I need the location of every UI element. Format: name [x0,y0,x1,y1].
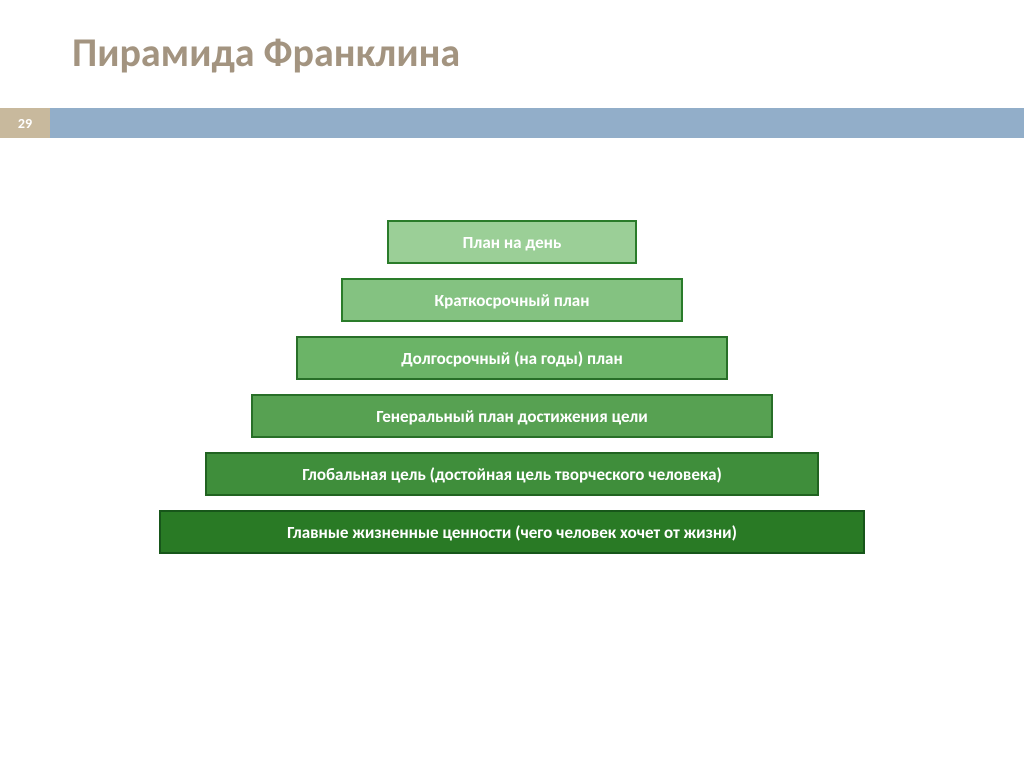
franklin-pyramid: План на день Краткосрочный план Долгосро… [159,220,865,554]
slide-title: Пирамида Франклина [72,28,1024,77]
title-area: Пирамида Франклина [0,0,1024,77]
pyramid-level-4: Генеральный план достижения цели [251,394,773,438]
accent-bar [0,108,1024,138]
pyramid-level-1: План на день [387,220,637,264]
pyramid-level-3: Долгосрочный (на годы) план [296,336,728,380]
pyramid-level-5: Глобальная цель (достойная цель творческ… [205,452,819,496]
page-number: 29 [18,115,32,132]
page-number-tab: 29 [0,108,50,138]
pyramid-level-2: Краткосрочный план [341,278,683,322]
pyramid-level-6: Главные жизненные ценности (чего человек… [159,510,865,554]
